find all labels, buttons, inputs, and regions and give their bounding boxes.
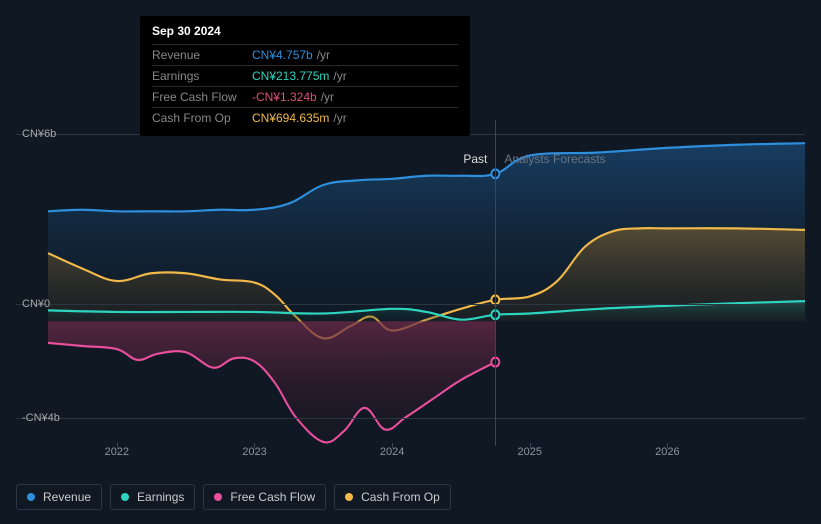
tooltip-metric-suffix: /yr <box>321 90 334 104</box>
legend-dot-icon <box>27 493 35 501</box>
chart-svg <box>16 120 805 476</box>
legend-label: Revenue <box>43 490 91 504</box>
x-tick-mark <box>530 443 531 448</box>
free_cash_flow-area <box>48 321 495 442</box>
legend-item-free-cash-flow[interactable]: Free Cash Flow <box>203 484 326 510</box>
gridline <box>16 418 805 419</box>
y-axis-label: -CN¥4b <box>22 412 60 424</box>
legend-dot-icon <box>121 493 129 501</box>
tooltip-metric-suffix: /yr <box>333 111 346 125</box>
tooltip-metric-label: Revenue <box>152 48 252 62</box>
tooltip-row: RevenueCN¥4.757b/yr <box>152 44 458 65</box>
x-tick-mark <box>667 443 668 448</box>
legend-dot-icon <box>345 493 353 501</box>
tooltip-metric-suffix: /yr <box>333 69 346 83</box>
x-axis: 20222023202420252026 <box>16 446 805 466</box>
chart-tooltip: Sep 30 2024 RevenueCN¥4.757b/yrEarningsC… <box>140 16 470 136</box>
tooltip-metric-label: Free Cash Flow <box>152 90 252 104</box>
legend-item-cash-from-op[interactable]: Cash From Op <box>334 484 451 510</box>
tooltip-metric-label: Earnings <box>152 69 252 83</box>
past-forecast-divider <box>495 120 496 446</box>
tooltip-metric-value: CN¥213.775m <box>252 69 329 83</box>
legend-item-revenue[interactable]: Revenue <box>16 484 102 510</box>
tooltip-metric-label: Cash From Op <box>152 111 252 125</box>
past-label: Past <box>463 152 487 166</box>
tooltip-row: Cash From OpCN¥694.635m/yr <box>152 107 458 128</box>
tooltip-metric-suffix: /yr <box>317 48 330 62</box>
y-axis-label: CN¥0 <box>22 298 50 310</box>
tooltip-metric-value: CN¥4.757b <box>252 48 313 62</box>
legend-label: Cash From Op <box>361 490 440 504</box>
tooltip-date: Sep 30 2024 <box>152 24 458 44</box>
legend-label: Free Cash Flow <box>230 490 315 504</box>
x-tick-mark <box>117 443 118 448</box>
forecast-label: Analysts Forecasts <box>504 152 605 166</box>
legend-label: Earnings <box>137 490 184 504</box>
legend-item-earnings[interactable]: Earnings <box>110 484 195 510</box>
legend-dot-icon <box>214 493 222 501</box>
tooltip-row: Free Cash Flow-CN¥1.324b/yr <box>152 86 458 107</box>
tooltip-row: EarningsCN¥213.775m/yr <box>152 65 458 86</box>
y-axis-label: CN¥6b <box>22 128 56 140</box>
x-tick-mark <box>254 443 255 448</box>
gridline <box>16 304 805 305</box>
chart-area: CN¥6bCN¥0-CN¥4b Past Analysts Forecasts … <box>16 120 805 476</box>
x-tick-mark <box>392 443 393 448</box>
tooltip-metric-value: CN¥694.635m <box>252 111 329 125</box>
chart-legend: Revenue Earnings Free Cash Flow Cash From O… <box>16 484 451 510</box>
tooltip-metric-value: -CN¥1.324b <box>252 90 317 104</box>
